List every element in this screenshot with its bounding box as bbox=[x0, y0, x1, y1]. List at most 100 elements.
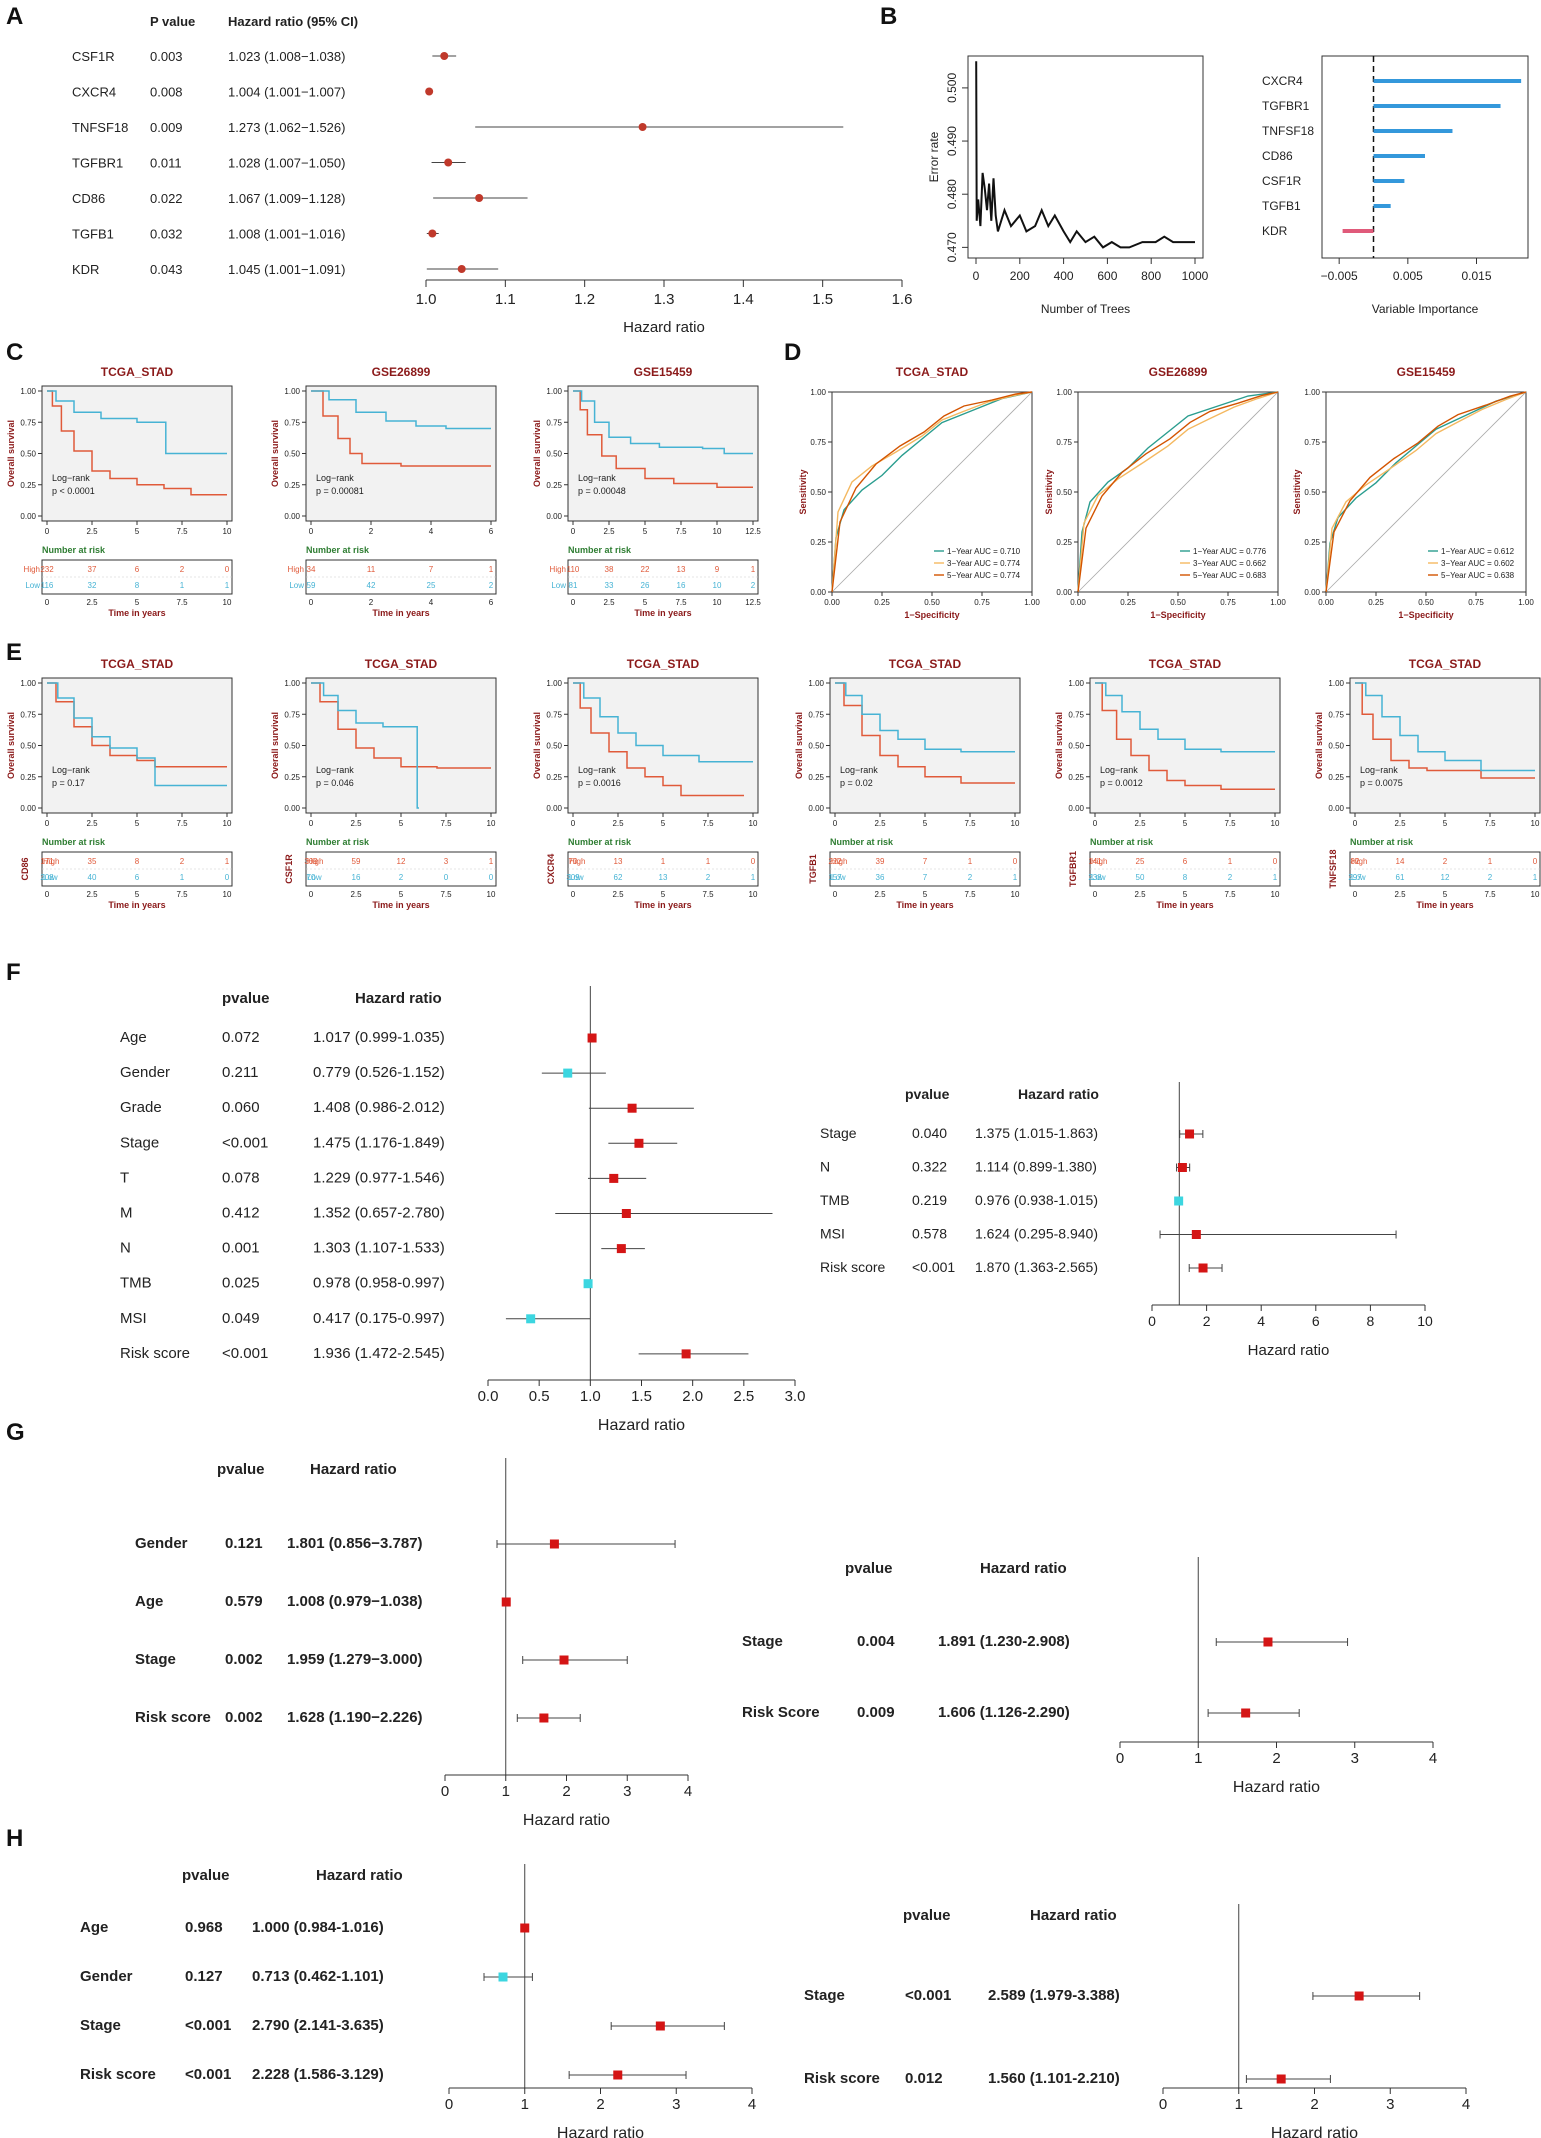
km-risk-high: 1 bbox=[1228, 857, 1233, 866]
km-x-tick-label: 10 bbox=[487, 819, 496, 828]
a-row-pvalue: 0.022 bbox=[150, 191, 183, 206]
km-risk-tick: 0 bbox=[571, 890, 576, 899]
a-axis-label: Hazard ratio bbox=[623, 319, 705, 336]
b-imp-var-name: TGFBR1 bbox=[1262, 99, 1310, 113]
km-y-tick-label: 0.00 bbox=[808, 804, 824, 813]
roc-x-tick-label: 1.00 bbox=[1518, 598, 1534, 607]
forest-header-hr: Hazard ratio bbox=[355, 990, 442, 1007]
km-risk-tick: 2.5 bbox=[874, 890, 886, 899]
km-risk-tick: 0 bbox=[1353, 890, 1358, 899]
roc-title: GSE26899 bbox=[1149, 365, 1208, 379]
forest-tick-label: 4 bbox=[1462, 2096, 1470, 2113]
b-y-tick-label: 0.490 bbox=[945, 126, 959, 156]
km-logrank: Log−rank bbox=[578, 765, 616, 775]
km-risk-tick: 0 bbox=[571, 598, 576, 607]
km-risk-low: 7 bbox=[923, 873, 928, 882]
a-row-name: CSF1R bbox=[72, 49, 115, 64]
forest-point bbox=[526, 1314, 536, 1324]
forest-axis-label: Hazard ratio bbox=[523, 1812, 610, 1829]
km-risk-low: 42 bbox=[367, 581, 376, 590]
km-x-tick-label: 5 bbox=[643, 527, 648, 536]
forest-tick-label: 1 bbox=[1194, 1750, 1202, 1767]
km-frame bbox=[305, 385, 497, 522]
km-y-tick-label: 0.50 bbox=[20, 742, 36, 751]
km-nar-title: Number at risk bbox=[42, 545, 106, 555]
km-low-label: Low bbox=[569, 873, 584, 882]
b-imp-bar bbox=[1373, 154, 1425, 158]
panel-letter-E: E bbox=[6, 639, 22, 666]
roc-x-tick-label: 0.50 bbox=[1418, 598, 1434, 607]
km-risk-low: 12 bbox=[1441, 873, 1450, 882]
b-imp-var-name: TNFSF18 bbox=[1262, 124, 1314, 138]
km-risk-low: 2 bbox=[1228, 873, 1233, 882]
b-imp-tick-label: −0.005 bbox=[1321, 269, 1358, 283]
km-risk-high: 110 bbox=[567, 565, 580, 574]
km-y-tick-label: 1.00 bbox=[546, 679, 562, 688]
forest-row-name: TMB bbox=[120, 1275, 152, 1292]
km-high-label: High bbox=[288, 565, 304, 574]
km-risk-low: 208 bbox=[40, 873, 54, 882]
km-curve-hi bbox=[573, 390, 753, 489]
a-row-pvalue: 0.009 bbox=[150, 120, 183, 135]
forest-point bbox=[563, 1068, 573, 1078]
km-risk-low: 36 bbox=[876, 873, 885, 882]
roc-y-tick-label: 0.50 bbox=[810, 488, 826, 497]
km-x-tick-label: 2.5 bbox=[350, 819, 362, 828]
km-risk-high: 0 bbox=[225, 565, 230, 574]
forest-tick-label: 0 bbox=[1148, 1313, 1156, 1329]
forest-point bbox=[1177, 1163, 1187, 1172]
km-risk-tick: 2.5 bbox=[603, 598, 615, 607]
forest-row-name: Risk score bbox=[804, 2070, 880, 2087]
forest-row-hr-text: 2.790 (2.141-3.635) bbox=[252, 2017, 384, 2034]
forest-row-pvalue: 0.219 bbox=[912, 1192, 947, 1208]
a-point bbox=[444, 158, 453, 167]
km-risk-low: 0 bbox=[489, 873, 494, 882]
km-x-tick-label: 0 bbox=[1093, 819, 1098, 828]
roc-y-tick-label: 0.50 bbox=[1304, 488, 1320, 497]
forest-row-hr-text: 1.959 (1.279−3.000) bbox=[287, 1651, 423, 1668]
km-risk-low: 297 bbox=[1348, 873, 1362, 882]
km-y-tick-label: 1.00 bbox=[808, 679, 824, 688]
panel-letter-C: C bbox=[6, 339, 23, 366]
km-risk-tick: 7.5 bbox=[1224, 890, 1236, 899]
forest-row-name: Stage bbox=[742, 1633, 783, 1650]
km-risk-tick: 2.5 bbox=[1394, 890, 1406, 899]
forest-axis-label: Hazard ratio bbox=[598, 1417, 685, 1434]
roc-curve bbox=[1077, 391, 1279, 593]
roc-y-tick-label: 0.00 bbox=[810, 588, 826, 597]
km-pvalue: p = 0.0016 bbox=[578, 778, 621, 788]
km-curve-hi bbox=[573, 682, 744, 797]
km-x-tick-label: 0 bbox=[45, 819, 50, 828]
km-risk-high: 1 bbox=[489, 857, 494, 866]
roc-y-tick-label: 0.25 bbox=[810, 538, 826, 547]
km-y-tick-label: 1.00 bbox=[20, 387, 36, 396]
b-x-tick-label: 200 bbox=[1010, 269, 1030, 283]
forest-row-name: Risk Score bbox=[742, 1704, 820, 1721]
a-row-pvalue: 0.011 bbox=[150, 156, 182, 171]
km-high-label: High bbox=[43, 857, 59, 866]
km-risk-high: 1 bbox=[661, 857, 666, 866]
km-risk-low: 32 bbox=[88, 581, 97, 590]
km-risk-tick: 10 bbox=[1271, 890, 1280, 899]
forest-row-hr-text: 2.589 (1.979-3.388) bbox=[988, 1987, 1120, 2004]
forest-header-pvalue: pvalue bbox=[845, 1560, 893, 1577]
km-risk-high: 0 bbox=[1533, 857, 1538, 866]
km-y-tick-label: 0.00 bbox=[1068, 804, 1084, 813]
km-pvalue: p = 0.00081 bbox=[316, 486, 364, 496]
km-risk-tick: 0 bbox=[45, 890, 50, 899]
b-imp-bar bbox=[1373, 204, 1391, 208]
b-imp-bar bbox=[1373, 79, 1522, 83]
km-high-label: High bbox=[569, 857, 585, 866]
km-x-tick-label: 7.5 bbox=[675, 527, 687, 536]
roc-y-tick-label: 1.00 bbox=[1056, 388, 1072, 397]
km-risk-low: 1 bbox=[225, 581, 230, 590]
km-x-label: Time in years bbox=[372, 608, 429, 618]
a-tick-label: 1.0 bbox=[416, 291, 437, 308]
forest-row-name: Stage bbox=[80, 2017, 121, 2034]
forest-row-pvalue: 0.579 bbox=[225, 1593, 263, 1610]
roc-curve bbox=[1325, 391, 1527, 593]
forest-header-pvalue: pvalue bbox=[222, 990, 270, 1007]
km-x-tick-label: 10 bbox=[1271, 819, 1280, 828]
forest-point bbox=[1263, 1637, 1273, 1647]
km-logrank: Log−rank bbox=[52, 473, 90, 483]
